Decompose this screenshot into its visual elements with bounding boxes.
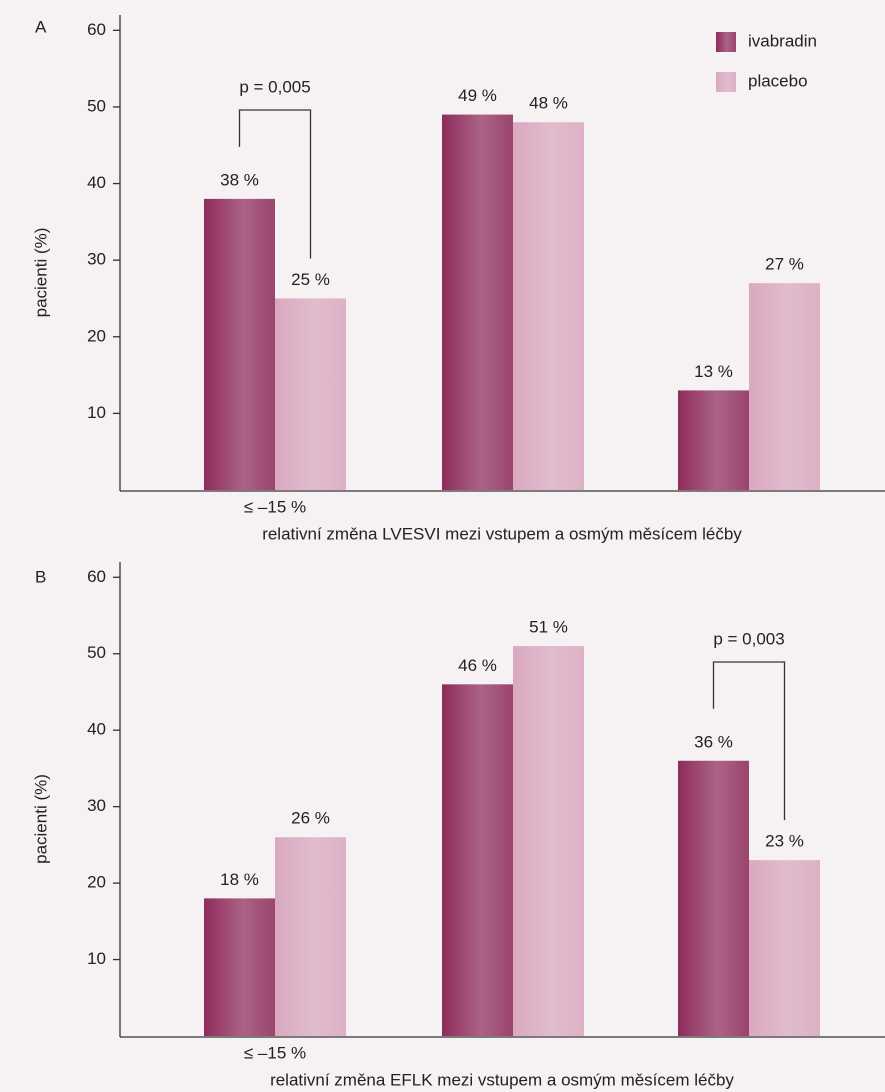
value-label: 27 % bbox=[765, 255, 804, 274]
y-tick-label: 10 bbox=[87, 949, 106, 968]
legend-label: placebo bbox=[748, 71, 808, 90]
y-tick-label: 30 bbox=[87, 250, 106, 269]
y-tick-label: 60 bbox=[87, 567, 106, 586]
bar bbox=[442, 684, 513, 1036]
bar bbox=[513, 122, 584, 491]
y-tick-label: 50 bbox=[87, 96, 106, 115]
bar bbox=[513, 646, 584, 1036]
y-tick-label: 30 bbox=[87, 796, 106, 815]
value-label: 26 % bbox=[291, 809, 330, 828]
value-label: 18 % bbox=[220, 870, 259, 889]
value-label: 38 % bbox=[220, 170, 259, 189]
value-label: 13 % bbox=[694, 362, 733, 381]
significance-bracket bbox=[238, 109, 312, 259]
y-tick-label: 20 bbox=[87, 326, 106, 345]
bar bbox=[678, 390, 749, 490]
x-tick-label: ≤ –15 % bbox=[244, 1043, 306, 1062]
legend-swatch bbox=[716, 72, 736, 92]
annotation: p = 0,005 bbox=[239, 77, 310, 96]
value-label: 51 % bbox=[529, 618, 568, 637]
bar bbox=[275, 837, 346, 1036]
bar bbox=[204, 198, 275, 490]
y-tick-label: 40 bbox=[87, 173, 106, 192]
bar bbox=[749, 283, 820, 490]
legend-swatch bbox=[716, 32, 736, 52]
y-tick-label: 60 bbox=[87, 20, 106, 39]
panel-label: A bbox=[35, 17, 47, 36]
bar bbox=[442, 114, 513, 490]
value-label: 36 % bbox=[694, 732, 733, 751]
y-tick-label: 20 bbox=[87, 873, 106, 892]
value-label: 25 % bbox=[291, 270, 330, 289]
bar bbox=[275, 298, 346, 490]
x-tick-label: ≤ –15 % bbox=[244, 497, 306, 516]
value-label: 49 % bbox=[458, 86, 497, 105]
y-axis-label: pacienti (%) bbox=[31, 774, 50, 864]
panel-label: B bbox=[35, 567, 46, 586]
x-axis-label: relativní změna LVESVI mezi vstupem a os… bbox=[262, 524, 742, 543]
y-tick-label: 10 bbox=[87, 403, 106, 422]
y-axis-label: pacienti (%) bbox=[31, 228, 50, 318]
bar bbox=[678, 760, 749, 1036]
significance-bracket bbox=[712, 661, 786, 821]
value-label: 23 % bbox=[765, 832, 804, 851]
x-axis-label: relativní změna EFLK mezi vstupem a osmý… bbox=[270, 1070, 734, 1089]
bar bbox=[749, 860, 820, 1036]
annotation: p = 0,003 bbox=[713, 629, 784, 648]
legend-label: ivabradin bbox=[748, 31, 817, 50]
value-label: 48 % bbox=[529, 94, 568, 113]
bar bbox=[204, 898, 275, 1036]
y-tick-label: 50 bbox=[87, 643, 106, 662]
y-tick-label: 40 bbox=[87, 720, 106, 739]
value-label: 46 % bbox=[458, 656, 497, 675]
